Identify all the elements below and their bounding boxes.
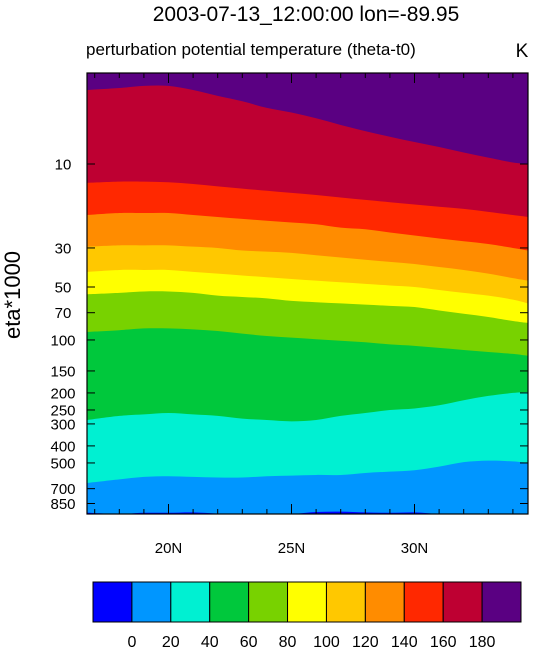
- colorbar-label: 20: [162, 634, 180, 650]
- colorbar-box: [287, 581, 327, 623]
- chart-title: 2003-07-13_12:00:00 lon=-89.95: [153, 3, 460, 26]
- colorbar-box: [325, 581, 366, 623]
- x-tick-label: 30N: [401, 540, 429, 557]
- y-tick-label: 70: [55, 305, 72, 322]
- y-tick-label: 250: [50, 402, 75, 419]
- colorbar-box: [481, 581, 522, 623]
- colorbar-label: 100: [313, 634, 340, 650]
- colorbar-box: [92, 581, 133, 623]
- plot-frame: [86, 72, 529, 515]
- colorbar-box: [209, 581, 250, 623]
- colorbar-box: [364, 581, 405, 623]
- x-tick-label: 20N: [155, 540, 183, 557]
- colorbar-label: 40: [201, 634, 219, 650]
- y-tick-label: 50: [55, 279, 72, 296]
- y-tick-label: 30: [55, 240, 72, 257]
- y-tick-label: 400: [50, 438, 75, 455]
- colorbar-box: [170, 581, 211, 623]
- contour-band-180: [87, 73, 528, 164]
- y-axis-label: eta*1000: [0, 251, 25, 339]
- colorbar-label: 0: [127, 634, 136, 650]
- x-tick-label: 25N: [278, 540, 306, 557]
- colorbar-box: [403, 581, 444, 623]
- y-tick-label: 700: [50, 481, 75, 498]
- colorbar-label: 120: [352, 634, 379, 650]
- colorbar-label: 140: [391, 634, 418, 650]
- plot-area: [87, 73, 528, 515]
- y-tick-label: 500: [50, 455, 75, 472]
- colorbar-label: 60: [240, 634, 258, 650]
- colorbar-box: [248, 581, 289, 623]
- colorbar-box: [131, 581, 172, 623]
- colorbar-label: 180: [469, 634, 496, 650]
- colorbar-label: 80: [279, 634, 297, 650]
- y-tick-label: 150: [50, 363, 75, 380]
- colorbar-label: 160: [430, 634, 457, 650]
- y-tick-label: 100: [50, 332, 75, 349]
- y-tick-label: 10: [55, 157, 72, 174]
- colorbar-box: [442, 581, 483, 623]
- y-tick-label: 300: [50, 416, 75, 433]
- y-tick-label: 200: [50, 385, 75, 402]
- units-label: K: [516, 41, 529, 62]
- y-tick-label: 850: [50, 496, 75, 513]
- chart-subtitle: perturbation potential temperature (thet…: [86, 40, 416, 59]
- colorbar: 0 20 40 60 80 100 120 140 160 180: [92, 581, 522, 650]
